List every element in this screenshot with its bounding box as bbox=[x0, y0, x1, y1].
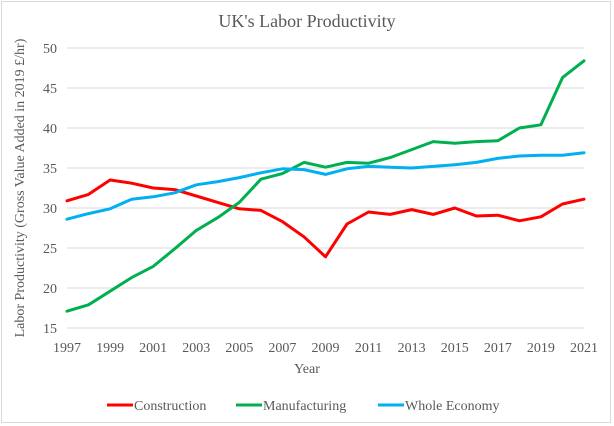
x-tick-label: 2003 bbox=[182, 341, 210, 356]
gridlines bbox=[67, 47, 584, 329]
legend-item-whole-economy: Whole Economy bbox=[378, 399, 499, 414]
legend-label: Construction bbox=[134, 399, 206, 414]
legend-item-construction: Construction bbox=[107, 399, 206, 414]
y-axis-label: Labor Productivity (Gross Value Added in… bbox=[13, 38, 28, 337]
x-tick-label: 2005 bbox=[225, 341, 253, 356]
y-tick-label: 30 bbox=[43, 202, 57, 217]
y-tick-label: 20 bbox=[43, 282, 57, 297]
x-tick-label: 2019 bbox=[527, 341, 555, 356]
legend: Construction Manufacturing Whole Economy bbox=[107, 399, 499, 414]
x-tick-label: 2007 bbox=[268, 341, 296, 356]
y-tick-label: 25 bbox=[43, 242, 57, 257]
x-tick-label: 2015 bbox=[441, 341, 469, 356]
legend-item-manufacturing: Manufacturing bbox=[236, 399, 346, 414]
x-tick-label: 2021 bbox=[570, 341, 598, 356]
y-tick-label: 35 bbox=[43, 162, 57, 177]
x-axis-ticks: 1997 1999 2001 2003 2005 2007 2009 2011 2013 2015… bbox=[53, 341, 598, 356]
y-tick-label: 50 bbox=[43, 42, 57, 57]
chart-title: UK's Labor Productivity bbox=[218, 11, 395, 31]
series-line-whole-economy bbox=[65, 151, 586, 221]
x-axis-label: Year bbox=[294, 362, 320, 377]
y-tick-label: 15 bbox=[43, 322, 57, 337]
series-line-construction bbox=[65, 178, 586, 259]
series-lines bbox=[65, 59, 586, 313]
x-tick-label: 2001 bbox=[139, 341, 167, 356]
x-tick-label: 2009 bbox=[312, 341, 340, 356]
legend-label: Manufacturing bbox=[263, 399, 346, 414]
y-tick-label: 45 bbox=[43, 82, 57, 97]
x-tick-label: 2011 bbox=[355, 341, 382, 356]
x-tick-label: 2013 bbox=[398, 341, 426, 356]
y-tick-label: 40 bbox=[43, 122, 57, 137]
series-line-manufacturing bbox=[65, 59, 586, 313]
x-tick-label: 1997 bbox=[53, 341, 81, 356]
y-axis-ticks: 15 20 25 30 35 40 45 50 bbox=[43, 42, 57, 337]
x-tick-label: 1999 bbox=[96, 341, 124, 356]
legend-label: Whole Economy bbox=[405, 399, 499, 414]
x-tick-label: 2017 bbox=[484, 341, 512, 356]
